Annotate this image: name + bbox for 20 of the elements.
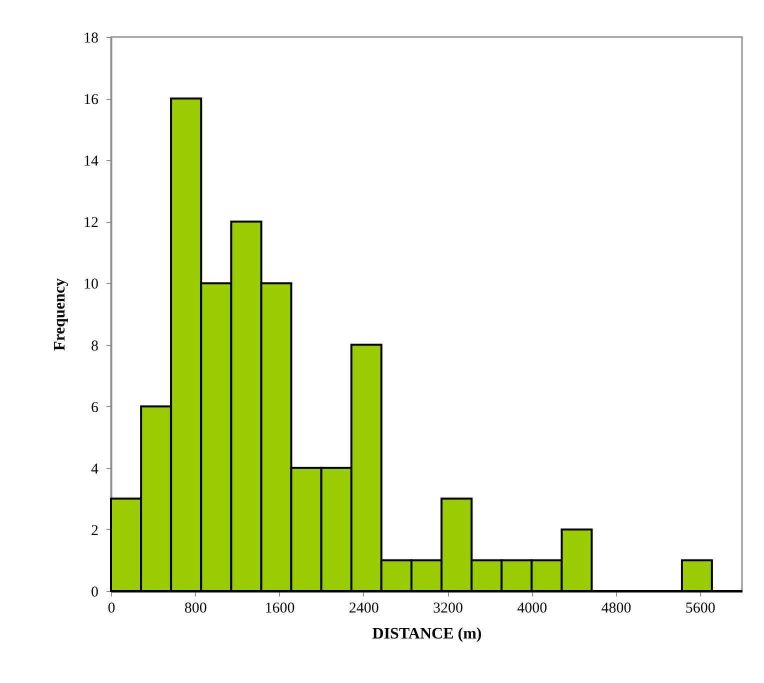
x-axis-title: DISTANCE (m) <box>372 626 482 642</box>
x-tick-label: 4800 <box>601 600 632 616</box>
y-tick-label: 6 <box>91 400 99 416</box>
y-tick-label: 0 <box>91 584 98 600</box>
x-tick-label: 1600 <box>264 600 295 616</box>
x-tick-label: 4000 <box>517 600 548 616</box>
x-tick-label: 2400 <box>348 600 379 616</box>
x-tick-label: 0 <box>108 600 116 616</box>
y-axis-title: Frequency <box>52 278 68 351</box>
y-tick-label: 14 <box>84 154 99 170</box>
x-tick-label: 5600 <box>685 600 716 616</box>
y-tick-label: 12 <box>84 215 98 232</box>
y-tick-label: 8 <box>91 338 98 354</box>
x-tick-label: 800 <box>184 600 207 616</box>
y-tick-label: 10 <box>84 276 98 293</box>
y-tick-label: 4 <box>91 461 99 478</box>
x-tick-label: 3200 <box>433 600 464 616</box>
y-tick-label: 2 <box>91 522 98 539</box>
y-tick-label: 16 <box>84 92 99 108</box>
y-tick-label: 18 <box>84 30 98 46</box>
